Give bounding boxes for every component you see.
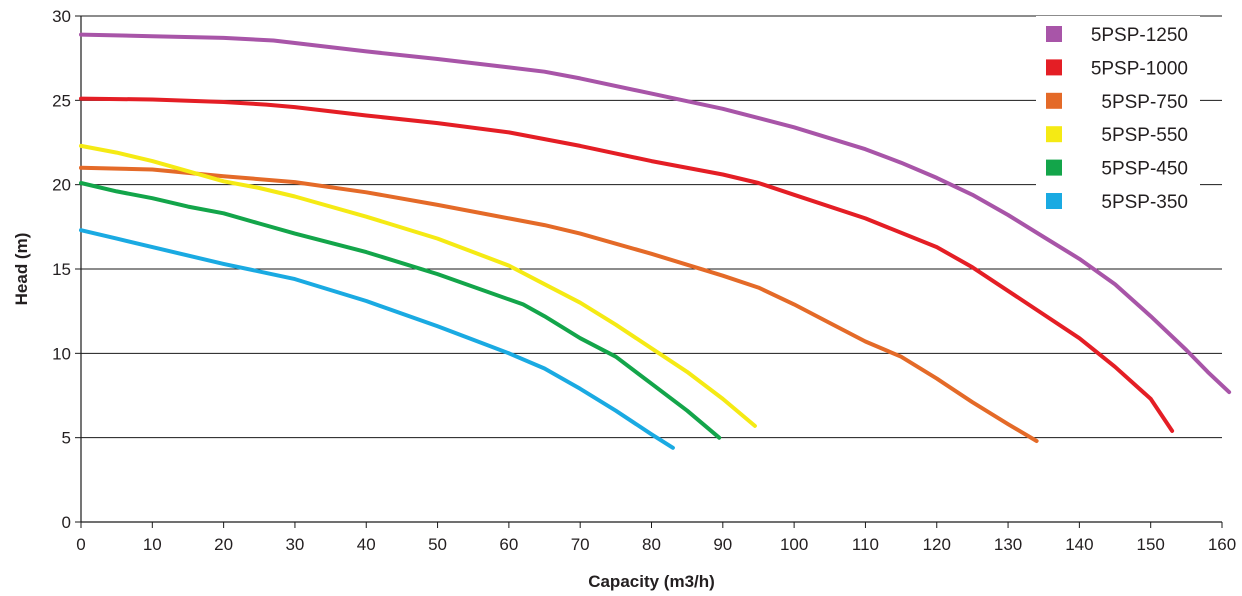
axis-layer: 0 5 10 15 20 25 30 0 10 20 30 40 50 60 70 80 90 100 110 120…	[52, 7, 1236, 554]
x-tick-label: 110	[852, 535, 879, 554]
legend-background	[1036, 16, 1200, 221]
x-axis-title: Capacity (m3/h)	[588, 572, 715, 591]
y-tick-label: 0	[62, 513, 71, 532]
series-line-5psp-750	[79, 165, 1039, 443]
x-tick-label: 30	[285, 535, 304, 554]
legend-swatch	[1046, 26, 1062, 42]
series-line-5psp-350	[79, 228, 675, 450]
x-tick-label: 20	[214, 535, 233, 554]
legend-swatch	[1046, 126, 1062, 143]
series-line-5psp-450	[79, 181, 722, 440]
y-tick-label: 15	[52, 260, 71, 279]
legend-label: 5PSP-350	[1101, 192, 1188, 213]
x-tick-label: 100	[780, 535, 808, 554]
y-tick-label: 30	[52, 7, 71, 26]
x-tick-label: 80	[642, 535, 661, 554]
legend-label: 5PSP-1250	[1091, 25, 1188, 46]
x-tick-label: 40	[357, 535, 376, 554]
series-line-5psp-1250	[79, 32, 1232, 395]
legend-label: 5PSP-750	[1101, 92, 1188, 113]
x-tick-label: 140	[1065, 535, 1093, 554]
y-tick-label: 25	[52, 91, 71, 110]
legend-label: 5PSP-450	[1101, 159, 1188, 180]
series-layer	[79, 32, 1232, 450]
x-tick-label: 10	[143, 535, 162, 554]
x-tick-label: 150	[1137, 535, 1165, 554]
y-tick-label: 5	[62, 429, 71, 448]
legend-swatch	[1046, 59, 1062, 76]
legend-swatch	[1046, 159, 1062, 176]
x-tick-label: 130	[994, 535, 1022, 554]
x-tick-label: 90	[713, 535, 732, 554]
legend-swatch	[1046, 92, 1062, 109]
legend-label: 5PSP-1000	[1091, 58, 1188, 79]
y-axis-title: Head (m)	[12, 233, 31, 306]
series-line-5psp-550	[79, 143, 757, 428]
legend: 5PSP-1250 5PSP-1000 5PSP-750 5PSP-550 5PSP-4…	[1036, 16, 1200, 221]
x-tick-label: 0	[76, 535, 85, 554]
x-tick-label: 160	[1208, 535, 1236, 554]
y-tick-label: 20	[52, 176, 71, 195]
legend-label: 5PSP-550	[1101, 125, 1188, 146]
y-tick-label: 10	[52, 344, 71, 363]
x-tick-label: 120	[923, 535, 951, 554]
x-tick-label: 70	[571, 535, 590, 554]
legend-swatch	[1046, 193, 1062, 209]
x-tick-label: 60	[499, 535, 518, 554]
series-line-5psp-1000	[79, 96, 1175, 433]
x-tick-label: 50	[428, 535, 447, 554]
